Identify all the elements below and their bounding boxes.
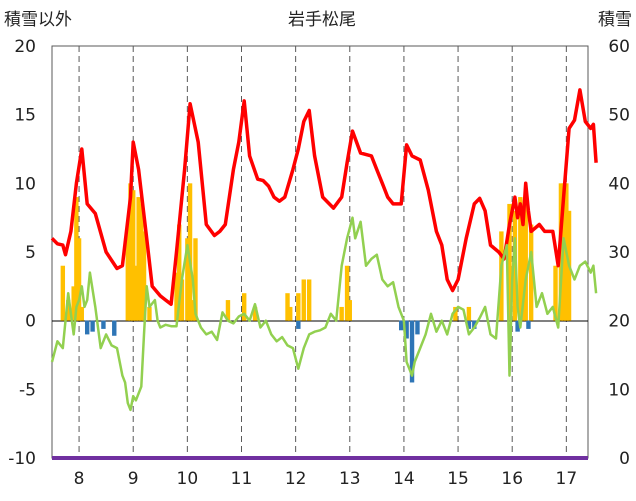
left-tick-label: 15 [14,106,36,126]
bar [128,183,133,321]
x-tick-label: 17 [556,469,578,489]
bar [84,320,90,335]
bar [141,231,147,321]
x-tick-label: 9 [128,469,139,489]
bar [125,224,130,321]
left-tick-label: -5 [19,380,36,400]
left-tick-label: -10 [8,449,36,469]
bar [101,320,106,329]
bar [139,203,144,321]
bar [79,306,84,321]
bar [179,279,185,321]
bar [347,300,352,321]
bar [339,306,344,321]
bar [466,320,472,329]
bar [112,320,117,336]
bar [190,300,195,321]
bar [404,320,409,339]
bar [520,224,526,321]
bar [60,265,66,321]
left-tick-label: 5 [25,243,36,263]
bar [242,293,247,321]
left-axis-label: 積雪以外 [4,10,72,30]
bar [466,306,472,321]
x-tick-label: 11 [231,469,253,489]
series-line [50,216,598,412]
bar [136,197,141,321]
left-tick-labels: 20 15 10 5 0 -5 -10 [8,37,36,469]
bar [301,279,306,321]
bar [193,238,198,321]
bar [415,320,420,335]
x-tick-label: 13 [339,469,361,489]
plot-area [50,45,598,460]
bar [90,320,95,332]
bar [453,306,458,321]
right-tick-label: 50 [608,106,630,126]
x-tick-label: 8 [74,469,85,489]
bar [147,306,152,321]
bar [252,306,258,321]
bar [76,238,82,321]
x-tick-label: 14 [393,469,415,489]
bar [306,279,312,321]
bar [507,203,512,321]
right-tick-label: 40 [608,174,630,194]
bar [187,183,193,321]
x-tick-label: 15 [447,469,469,489]
x-gridlines [78,46,567,458]
bar [296,320,301,329]
left-tick-label: 20 [14,37,36,57]
bar [399,320,404,331]
bar [528,224,534,321]
bar [409,320,415,383]
bar [526,320,531,329]
bar [74,197,79,321]
bar [71,286,76,321]
right-tick-label: 10 [608,380,630,400]
x-tick-label: 12 [285,469,307,489]
bar [515,320,520,332]
right-tick-label: 60 [608,37,630,57]
right-tick-label: 20 [608,312,630,332]
bars [60,183,572,383]
right-tick-label: 0 [619,449,630,469]
bar [174,272,179,321]
bar [523,197,528,321]
bar [185,238,190,321]
right-tick-label: 30 [608,243,630,263]
right-axis-label: 積雪 [598,10,632,30]
x-tick-labels: 8 9 10 11 12 13 14 15 16 17 [74,469,578,489]
left-tick-label: 10 [14,174,36,194]
bar [288,306,293,321]
series-line [50,88,598,306]
right-tick-labels: 60 50 40 30 20 10 0 [608,37,630,469]
bar [553,265,558,321]
bar [225,300,231,321]
chart-title: 岩手松尾 [288,10,356,30]
bar [177,224,182,321]
bar [518,197,523,321]
bar [472,320,477,329]
x-tick-label: 10 [177,469,199,489]
bar [285,293,290,321]
bar [131,190,136,321]
left-tick-label: 0 [25,312,36,332]
bar [66,300,71,321]
bar [296,293,301,321]
series-lines [50,88,598,412]
bar [133,265,139,321]
x-tick-label: 16 [501,469,523,489]
bar [344,265,350,321]
